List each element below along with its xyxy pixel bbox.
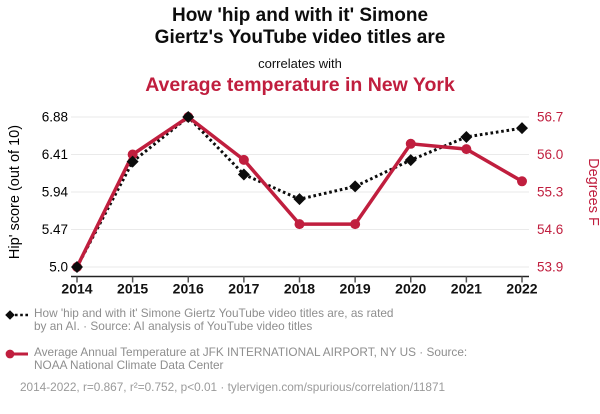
left-tick-label: 5.94	[42, 185, 69, 200]
marker-hip-score	[349, 180, 362, 193]
x-tick-label: 2022	[506, 281, 537, 297]
x-tick-label: 2016	[173, 281, 204, 297]
marker-hip-score	[71, 261, 83, 273]
x-tick-label: 2019	[340, 281, 371, 297]
marker-temperature	[405, 138, 416, 149]
marker-temperature	[350, 219, 361, 230]
left-tick-label: 6.41	[42, 147, 68, 162]
marker-temperature	[294, 219, 305, 230]
x-tick-label: 2015	[117, 281, 148, 297]
connector-text: correlates with	[258, 56, 342, 71]
chart-subtitle: Average temperature in New York	[145, 74, 455, 96]
x-tick-label: 2014	[61, 281, 92, 297]
left-tick-label: 5.47	[42, 222, 68, 237]
right-tick-label: 54.6	[537, 222, 563, 237]
marker-temperature	[461, 144, 472, 155]
marker-temperature	[238, 154, 249, 165]
legend-item-hip-score: How 'hip and with it' Simone Giertz YouT…	[4, 307, 590, 333]
x-tick-label: 2020	[395, 281, 426, 297]
marker-hip-score	[237, 168, 250, 181]
marker-hip-score	[182, 111, 195, 123]
marker-hip-score	[293, 193, 306, 206]
title-block: How 'hip and with it' Simone Giertz's Yo…	[0, 5, 600, 96]
marker-temperature	[127, 149, 138, 160]
right-axis-title: Degrees F	[585, 158, 600, 226]
x-tick-label: 2021	[451, 281, 482, 297]
x-tick-label: 2018	[284, 281, 315, 297]
marker-temperature	[517, 176, 527, 187]
left-tick-label: 5.0	[49, 260, 68, 275]
left-axis-title: Hip' score (out of 10)	[7, 125, 23, 259]
chart-title: How 'hip and with it' Simone Giertz's Yo…	[154, 5, 446, 48]
legend: How 'hip and with it' Simone Giertz YouT…	[4, 307, 590, 385]
right-tick-label: 56.0	[537, 147, 563, 162]
right-tick-label: 55.3	[537, 185, 563, 200]
legend-label: How 'hip and with it' Simone Giertz YouT…	[34, 306, 394, 333]
right-tick-label: 53.9	[537, 260, 563, 275]
marker-hip-score	[516, 122, 528, 135]
marker-hip-score	[404, 154, 417, 167]
footer-stats: 2014-2022, r=0.867, r²=0.752, p<0.01 · t…	[20, 380, 446, 394]
correlation-chart: 2014 2015 2016 2017 2018 2019 2020 2021 2022 5.0 5…	[7, 110, 600, 297]
diamond-dotted-line-icon	[4, 307, 28, 324]
legend-item-temperature: Average Annual Temperature at JFK INTERN…	[4, 346, 590, 372]
legend-label: Average Annual Temperature at JFK INTERN…	[34, 345, 468, 372]
left-tick-label: 6.88	[42, 110, 68, 125]
x-tick-label: 2017	[228, 281, 259, 297]
marker-hip-score	[126, 155, 139, 168]
marker-hip-score	[460, 130, 473, 143]
circle-solid-line-icon	[4, 346, 28, 363]
right-tick-label: 56.7	[537, 110, 563, 125]
